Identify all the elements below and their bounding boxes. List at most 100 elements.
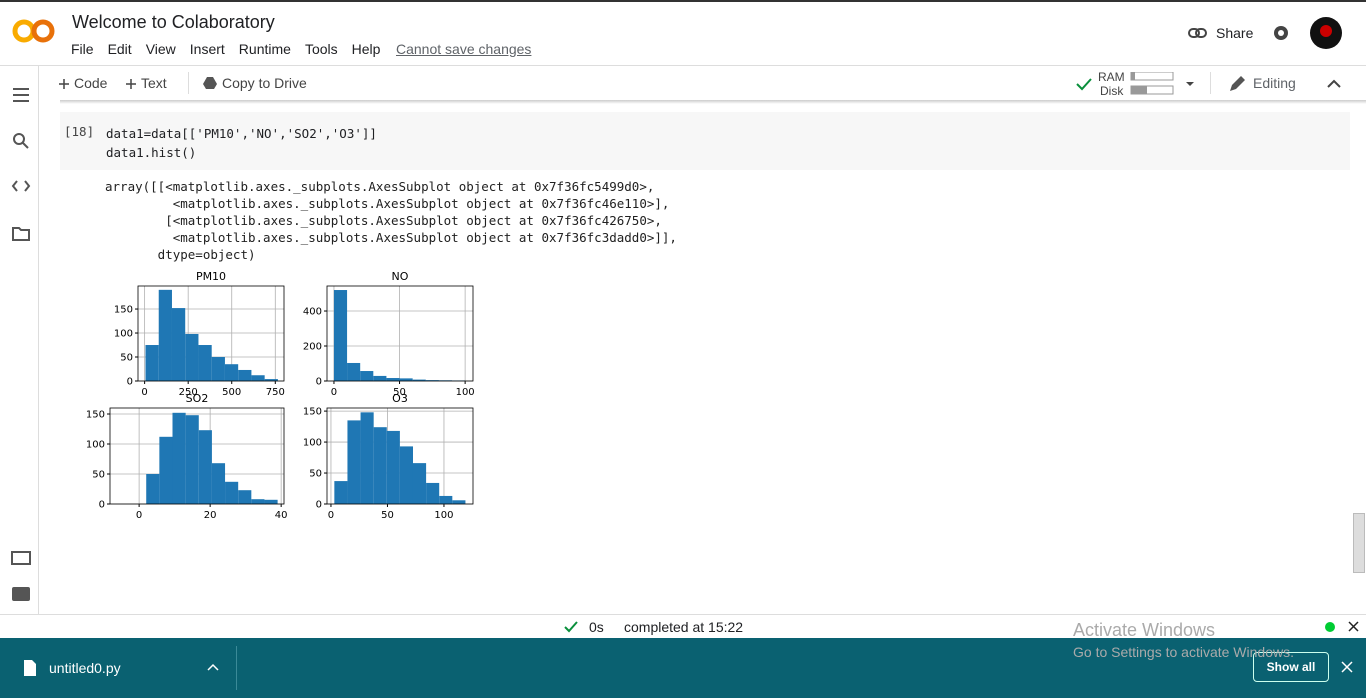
histogram-bar <box>198 345 212 381</box>
collapse-icon[interactable] <box>1326 78 1342 90</box>
histogram-bar <box>198 430 212 504</box>
y-tick-label: 100 <box>114 329 133 340</box>
histogram-bar <box>211 357 225 381</box>
scrollbar[interactable] <box>1353 513 1365 573</box>
histogram-bar <box>386 430 400 504</box>
y-tick-label: 100 <box>303 438 322 449</box>
histogram-bar <box>251 375 265 381</box>
histogram-bar <box>264 499 278 504</box>
file-icon <box>24 660 36 676</box>
separator <box>1210 72 1211 94</box>
menu-item[interactable]: File <box>71 41 94 57</box>
download-file[interactable]: untitled0.py <box>49 660 121 676</box>
close-icon[interactable] <box>1340 660 1354 674</box>
x-tick-label: 20 <box>204 510 217 521</box>
sidebar-icons <box>11 88 31 601</box>
x-tick-label: 750 <box>266 387 285 398</box>
colab-logo <box>12 19 55 43</box>
histogram-bar <box>386 378 400 381</box>
output-line: [<matplotlib.axes._subplots.AxesSubplot … <box>105 213 662 228</box>
output-line: array([[<matplotlib.axes._subplots.AxesS… <box>105 179 655 194</box>
plus-icons <box>59 79 136 89</box>
y-tick-label: 200 <box>303 342 322 353</box>
x-tick-label: 50 <box>381 510 394 521</box>
exec-time: 0s <box>589 619 604 635</box>
histogram-bar <box>185 333 199 381</box>
y-tick-label: 0 <box>127 377 133 388</box>
histogram-bar <box>412 379 426 381</box>
toolbar-shadow <box>60 100 1366 104</box>
notebook-title[interactable]: Welcome to Colaboratory <box>72 12 275 32</box>
x-tick-label: 0 <box>328 510 334 521</box>
code-cell[interactable] <box>60 112 1350 170</box>
plot-area <box>110 408 284 504</box>
sidebar-border <box>38 65 39 615</box>
y-tick-label: 150 <box>86 410 105 421</box>
menu-item[interactable]: Help <box>351 41 381 57</box>
histogram-bar <box>347 362 361 381</box>
link-icon <box>1188 28 1207 38</box>
histogram-bar <box>452 500 466 504</box>
menu-item[interactable]: Runtime <box>238 41 291 57</box>
plot-area <box>327 408 473 504</box>
menu-item[interactable]: View <box>145 41 176 57</box>
settings-icon[interactable] <box>1271 23 1291 43</box>
plot-frame <box>326 285 474 382</box>
add-text-button[interactable]: Text <box>141 75 167 91</box>
histogram-bar <box>399 378 413 381</box>
code-line: data1.hist() <box>106 145 197 160</box>
menu-bar: File Edit View Insert Runtime Tools Help <box>71 41 394 59</box>
histogram-bar <box>264 379 278 381</box>
show-all-button[interactable]: Show all <box>1253 652 1329 682</box>
top-border <box>0 0 1366 2</box>
histogram-bar <box>426 482 440 504</box>
check-icon <box>564 621 578 633</box>
output-line: <matplotlib.axes._subplots.AxesSubplot o… <box>105 196 670 211</box>
code-lines: data1=data[['PM10','NO','SO2','O3']] data… <box>106 124 377 162</box>
histogram-bar <box>146 474 160 504</box>
avatar[interactable] <box>1309 16 1343 50</box>
y-tick-label: 400 <box>303 307 322 318</box>
drive-icon <box>203 77 217 89</box>
menu-item[interactable]: Insert <box>189 41 225 57</box>
y-tick-label: 50 <box>309 469 322 480</box>
menu-item[interactable]: Edit <box>107 41 132 57</box>
histogram-bar <box>360 371 374 381</box>
separator <box>236 646 237 690</box>
histogram-bar <box>251 499 265 504</box>
histogram-bar <box>360 412 374 504</box>
cell-output: array([[<matplotlib.axes._subplots.AxesS… <box>105 178 677 263</box>
x-tick-label: 100 <box>456 387 475 398</box>
expand-icon[interactable] <box>206 662 220 672</box>
output-line: <matplotlib.axes._subplots.AxesSubplot o… <box>105 230 677 245</box>
check-icon <box>1076 78 1092 91</box>
y-tick-label: 50 <box>120 353 133 364</box>
histogram-bar <box>238 490 252 504</box>
histogram-bar <box>439 495 453 504</box>
histogram-bar <box>225 481 239 504</box>
chart-title: O3 <box>392 392 408 405</box>
x-tick-label: 40 <box>275 510 288 521</box>
histogram-bar <box>172 412 186 504</box>
copy-to-drive[interactable]: Copy to Drive <box>222 75 307 91</box>
histogram-bar <box>334 481 348 504</box>
code-line: data1=data[['PM10','NO','SO2','O3']] <box>106 126 377 141</box>
menu-item[interactable]: Tools <box>304 41 338 57</box>
cell-prompt: [18] <box>64 124 95 139</box>
exec-status: completed at 15:22 <box>624 619 744 635</box>
y-tick-label: 100 <box>86 440 105 451</box>
x-tick-label: 0 <box>141 387 147 398</box>
save-note[interactable]: Cannot save changes <box>396 41 532 57</box>
y-tick-label: 150 <box>114 305 133 316</box>
share-button[interactable]: Share <box>1216 25 1254 41</box>
x-tick-label: 100 <box>434 510 453 521</box>
histogram-bar <box>373 375 387 381</box>
plot-frame <box>326 407 474 505</box>
editing-mode[interactable]: Editing <box>1253 75 1296 91</box>
output-line: dtype=object) <box>105 247 256 262</box>
y-tick-label: 0 <box>99 500 105 511</box>
histogram-bar <box>425 380 439 381</box>
add-code-button[interactable]: Code <box>74 75 108 91</box>
disk-label: Disk <box>1100 84 1124 98</box>
